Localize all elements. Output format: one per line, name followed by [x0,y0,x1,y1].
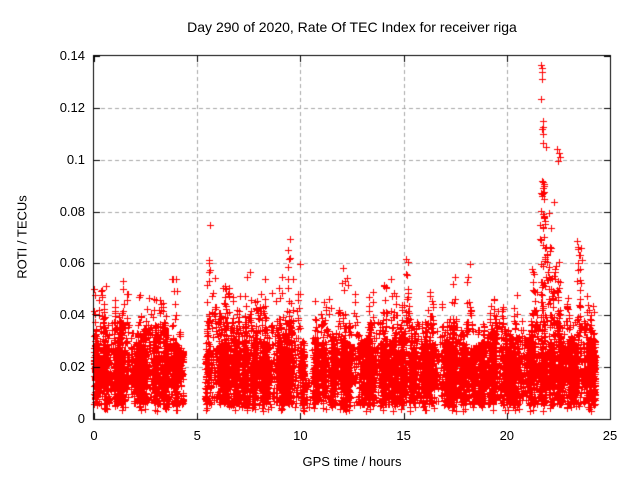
x-tick-label: 0 [90,428,98,443]
y-tick-label: 0.06 [59,255,85,271]
x-tick-label: 20 [499,428,515,443]
y-tick-label: 0.04 [59,307,85,323]
y-tick-label: 0.12 [59,99,85,115]
x-axis-label: GPS time / hours [302,454,402,469]
x-tick-label: 25 [602,428,618,443]
y-tick-label: 0.1 [66,151,85,167]
chart-title: Day 290 of 2020, Rate Of TEC Index for r… [187,19,517,35]
x-tick-label: 5 [193,428,201,443]
y-tick-label: 0.08 [59,203,85,219]
y-tick-label: 0.02 [59,359,85,375]
x-tick-label: 15 [396,428,411,443]
x-tick-label: 10 [293,428,308,443]
y-tick-label: 0.14 [59,48,85,63]
y-tick-label: 0 [77,411,85,426]
